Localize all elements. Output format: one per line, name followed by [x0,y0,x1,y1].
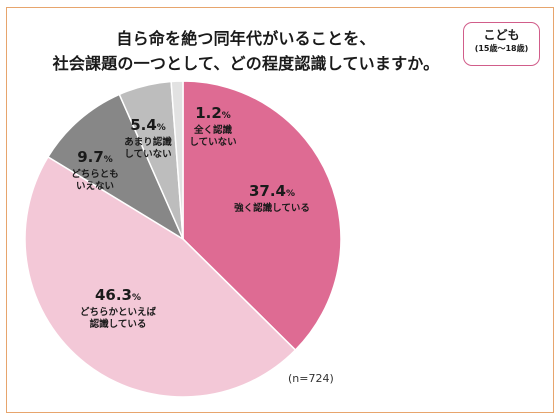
slice-value-3: 9.7% [77,148,113,166]
title-line-1: 自ら命を絶つ同年代がいることを、 [116,29,376,48]
slice-value-5: 1.2% [195,104,231,122]
slice-category-5-line-2: していない [189,137,236,148]
pie-slice-5 [170,80,184,240]
sample-size-note: (n=724) [288,372,334,385]
slice-category-3-line-2: いえない [76,181,114,192]
slice-label-1: 37.4% 強く認識している [234,182,310,214]
chart-title: 自ら命を絶つ同年代がいることを、 社会課題の一つとして、どの程度認識していますか… [41,26,451,76]
slice-category-3-line-1: どちらとも [71,168,119,180]
slice-category-1-line-1: 強く認識している [234,202,310,214]
slice-value-4: 5.4% [130,116,166,134]
title-line-2: 社会課題の一つとして、どの程度認識していますか。 [52,54,440,73]
pie-slice-2 [24,155,297,398]
slice-category-2-line-1: どちらかといえば [80,306,157,318]
slice-category-4-line-2: していない [124,149,171,160]
slice-category-4-line-1: あまり認識 [124,136,172,148]
badge-main-label: こども [483,28,520,42]
badge-sub-label: (15歳～18歳) [474,44,529,53]
slice-value-2: 46.3% [95,286,141,304]
pie-slice-3 [46,93,185,241]
slice-category-5-line-1: 全く認識 [193,124,233,136]
slice-value-1: 37.4% [249,182,295,200]
age-group-badge: こども (15歳～18歳) [463,22,540,66]
slice-category-2-line-2: 認識している [90,318,147,330]
pie-slice-1 [182,80,342,352]
